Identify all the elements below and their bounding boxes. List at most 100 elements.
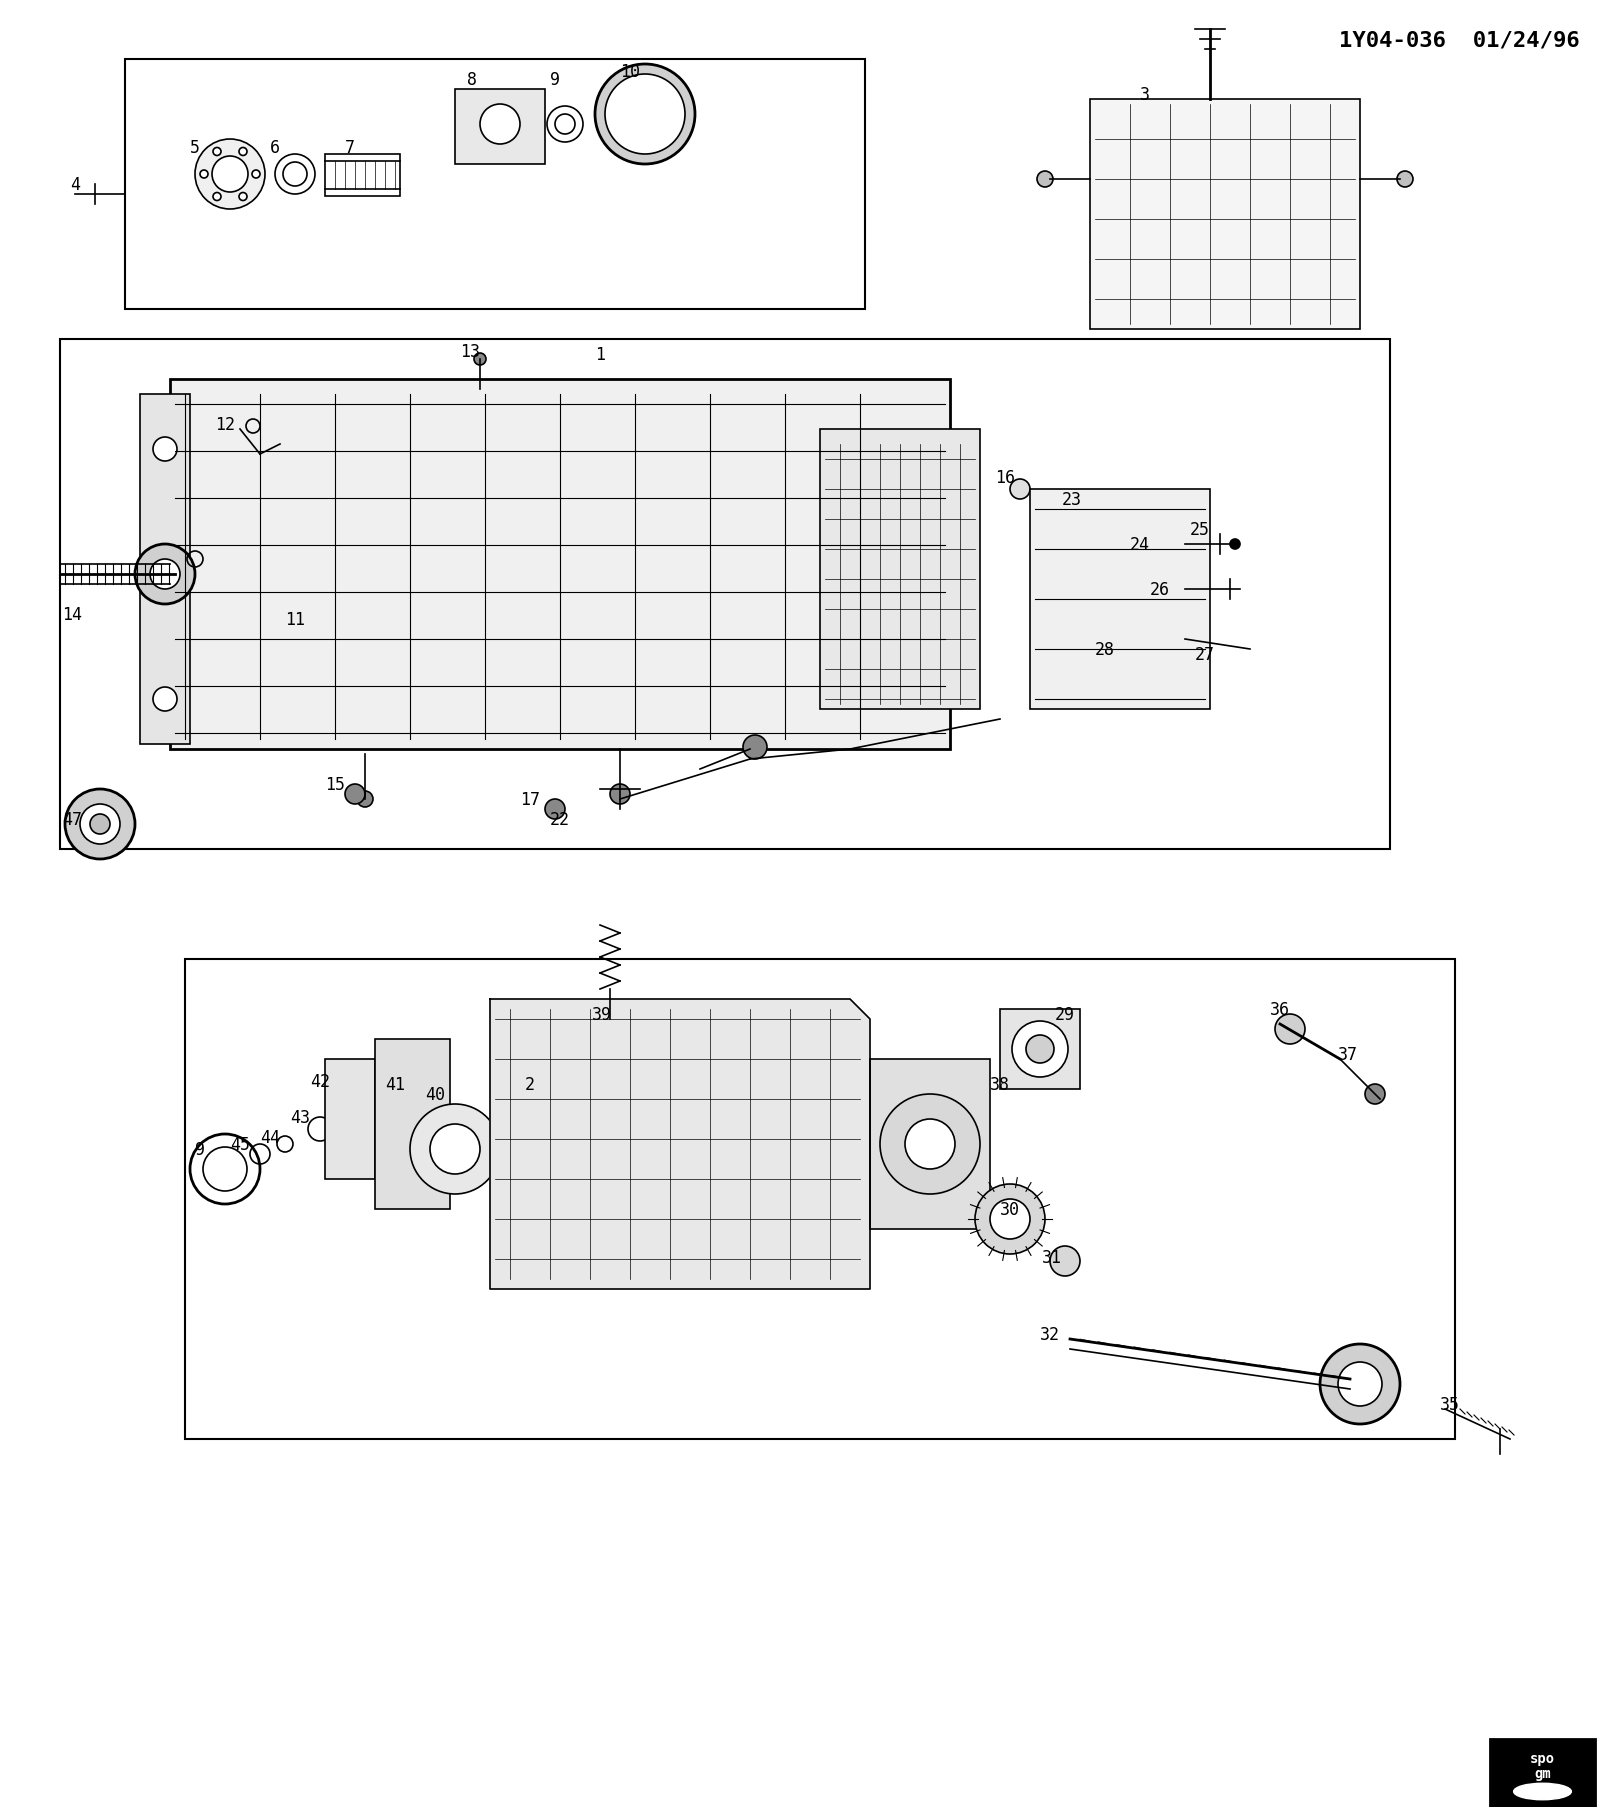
Text: 11: 11 <box>285 611 306 629</box>
Circle shape <box>150 560 179 589</box>
Circle shape <box>134 544 195 605</box>
Circle shape <box>238 193 246 201</box>
Circle shape <box>154 688 178 712</box>
Circle shape <box>1050 1247 1080 1276</box>
Text: 27: 27 <box>1195 645 1214 663</box>
Circle shape <box>211 157 248 193</box>
Text: 1Y04-036  01/24/96: 1Y04-036 01/24/96 <box>1339 31 1581 51</box>
Text: 2: 2 <box>525 1075 534 1093</box>
Bar <box>1490 1738 1595 1807</box>
Text: spo: spo <box>1530 1751 1555 1765</box>
Circle shape <box>213 148 221 157</box>
Circle shape <box>346 784 365 804</box>
Circle shape <box>880 1095 979 1194</box>
Text: 9: 9 <box>550 70 560 89</box>
Circle shape <box>906 1119 955 1169</box>
Text: 6: 6 <box>270 139 280 157</box>
Text: 30: 30 <box>1000 1200 1021 1218</box>
Circle shape <box>90 815 110 835</box>
Circle shape <box>1338 1362 1382 1406</box>
Bar <box>454 90 546 164</box>
Text: 4: 4 <box>70 175 80 193</box>
Circle shape <box>480 105 520 145</box>
Circle shape <box>546 799 565 820</box>
Text: 39: 39 <box>592 1005 611 1023</box>
Circle shape <box>213 193 221 201</box>
Bar <box>819 430 979 710</box>
Circle shape <box>595 65 694 164</box>
Text: 16: 16 <box>995 468 1014 486</box>
Ellipse shape <box>1514 1784 1571 1800</box>
Bar <box>374 1039 450 1209</box>
Bar <box>125 60 866 309</box>
Text: 47: 47 <box>62 811 82 829</box>
Text: 22: 22 <box>550 811 570 829</box>
Circle shape <box>974 1184 1045 1254</box>
Text: 23: 23 <box>1062 492 1082 510</box>
Circle shape <box>357 791 373 808</box>
Text: 45: 45 <box>230 1135 250 1153</box>
Circle shape <box>1013 1021 1069 1077</box>
Circle shape <box>474 354 486 365</box>
Circle shape <box>66 790 134 860</box>
Text: 17: 17 <box>520 791 541 808</box>
Text: 31: 31 <box>1042 1249 1062 1267</box>
Circle shape <box>238 148 246 157</box>
Circle shape <box>410 1104 499 1194</box>
Circle shape <box>1365 1084 1386 1104</box>
Bar <box>1030 490 1210 710</box>
Circle shape <box>195 139 266 210</box>
Circle shape <box>610 784 630 804</box>
Circle shape <box>1026 1035 1054 1063</box>
Circle shape <box>990 1200 1030 1240</box>
Bar <box>186 960 1454 1438</box>
Text: 36: 36 <box>1270 1001 1290 1019</box>
Bar <box>870 1059 990 1229</box>
Circle shape <box>605 74 685 155</box>
Text: 3: 3 <box>1139 87 1150 105</box>
Text: 8: 8 <box>467 70 477 89</box>
Text: 13: 13 <box>461 343 480 361</box>
Text: 29: 29 <box>1054 1005 1075 1023</box>
Bar <box>1000 1010 1080 1090</box>
Text: 12: 12 <box>214 416 235 434</box>
Text: 5: 5 <box>190 139 200 157</box>
Circle shape <box>1010 479 1030 501</box>
Circle shape <box>253 172 259 179</box>
Bar <box>325 155 400 197</box>
Text: 14: 14 <box>62 605 82 623</box>
Text: 26: 26 <box>1150 580 1170 598</box>
Text: 10: 10 <box>621 63 640 81</box>
Text: 35: 35 <box>1440 1395 1459 1413</box>
Text: 32: 32 <box>1040 1325 1059 1343</box>
Circle shape <box>1275 1014 1306 1044</box>
Circle shape <box>80 804 120 844</box>
Circle shape <box>1230 540 1240 549</box>
Bar <box>325 1059 374 1180</box>
Bar <box>1090 99 1360 331</box>
Circle shape <box>1320 1344 1400 1424</box>
Polygon shape <box>490 999 870 1288</box>
Text: 41: 41 <box>386 1075 405 1093</box>
Text: 1: 1 <box>595 345 605 363</box>
Text: 7: 7 <box>346 139 355 157</box>
Text: 38: 38 <box>990 1075 1010 1093</box>
Text: 25: 25 <box>1190 520 1210 538</box>
Text: 43: 43 <box>290 1108 310 1126</box>
Text: 44: 44 <box>259 1128 280 1146</box>
Text: 15: 15 <box>325 775 346 793</box>
Circle shape <box>430 1124 480 1175</box>
Bar <box>61 340 1390 849</box>
Text: 40: 40 <box>426 1086 445 1104</box>
Bar <box>170 379 950 750</box>
Circle shape <box>1037 172 1053 188</box>
Text: 42: 42 <box>310 1072 330 1090</box>
Text: 28: 28 <box>1094 641 1115 658</box>
Bar <box>141 394 190 744</box>
Circle shape <box>742 735 766 759</box>
Text: 9: 9 <box>195 1140 205 1158</box>
Text: 24: 24 <box>1130 535 1150 553</box>
Text: gm: gm <box>1534 1765 1550 1780</box>
Circle shape <box>200 172 208 179</box>
Circle shape <box>1397 172 1413 188</box>
